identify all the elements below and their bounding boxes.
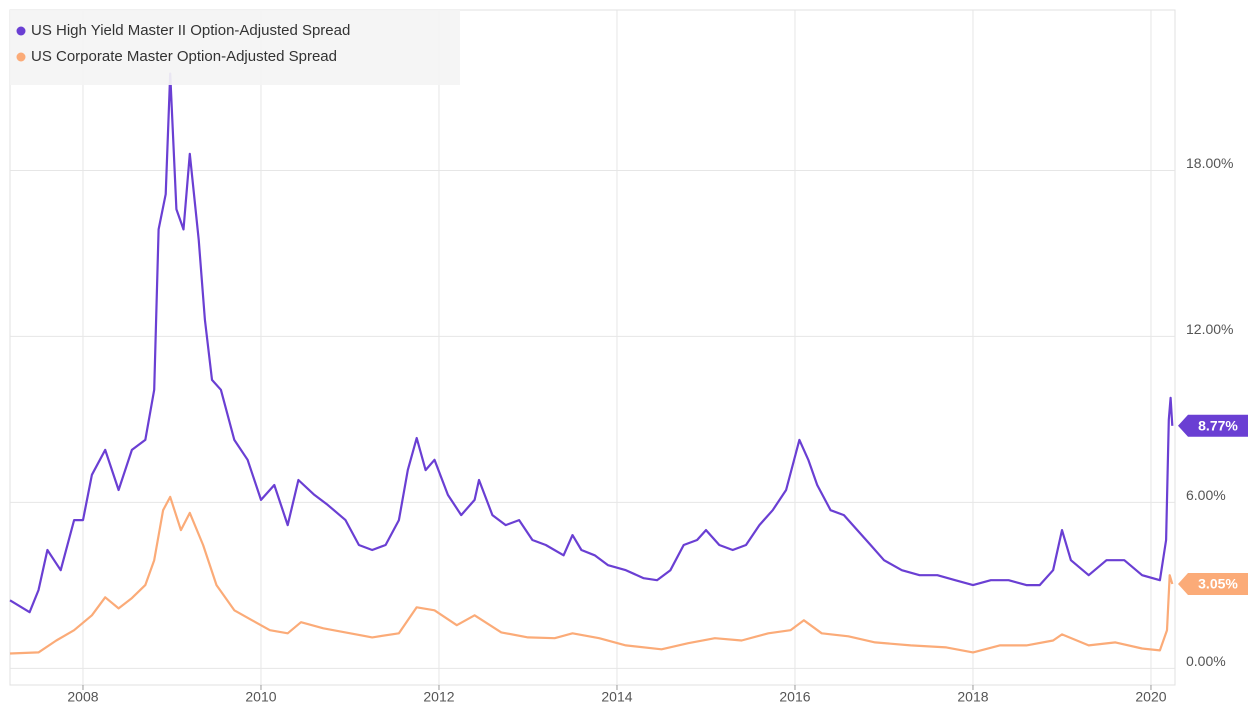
plot-frame [9, 9, 1176, 686]
x-tick-label: 2016 [779, 689, 810, 705]
y-tick-label: 12.00% [1186, 321, 1233, 337]
grid [10, 10, 1175, 685]
end-label-tag [1178, 414, 1248, 437]
y-tick-label: 18.00% [1186, 155, 1233, 171]
x-tick-label: 2008 [67, 689, 98, 705]
end-label: 8.77% [1198, 417, 1238, 433]
y-tick-label: 0.00% [1186, 653, 1226, 669]
series-line [9, 72, 1174, 614]
x-tick-label: 2014 [601, 689, 632, 705]
series-line [9, 495, 1174, 655]
end-label-tag [1178, 573, 1248, 596]
legend-marker [16, 52, 26, 62]
legend-label: US High Yield Master II Option-Adjusted … [31, 22, 350, 39]
x-tick-label: 2020 [1135, 689, 1166, 705]
x-tick-label: 2012 [423, 689, 454, 705]
y-tick-label: 6.00% [1186, 487, 1226, 503]
legend-marker [16, 26, 26, 36]
legend: US High Yield Master II Option-Adjusted … [10, 10, 460, 85]
legend-label: US Corporate Master Option-Adjusted Spre… [31, 48, 337, 65]
x-tick-label: 2018 [957, 689, 988, 705]
end-label: 3.05% [1198, 576, 1238, 592]
x-tick-label: 2010 [245, 689, 276, 705]
legend-box [10, 10, 460, 85]
